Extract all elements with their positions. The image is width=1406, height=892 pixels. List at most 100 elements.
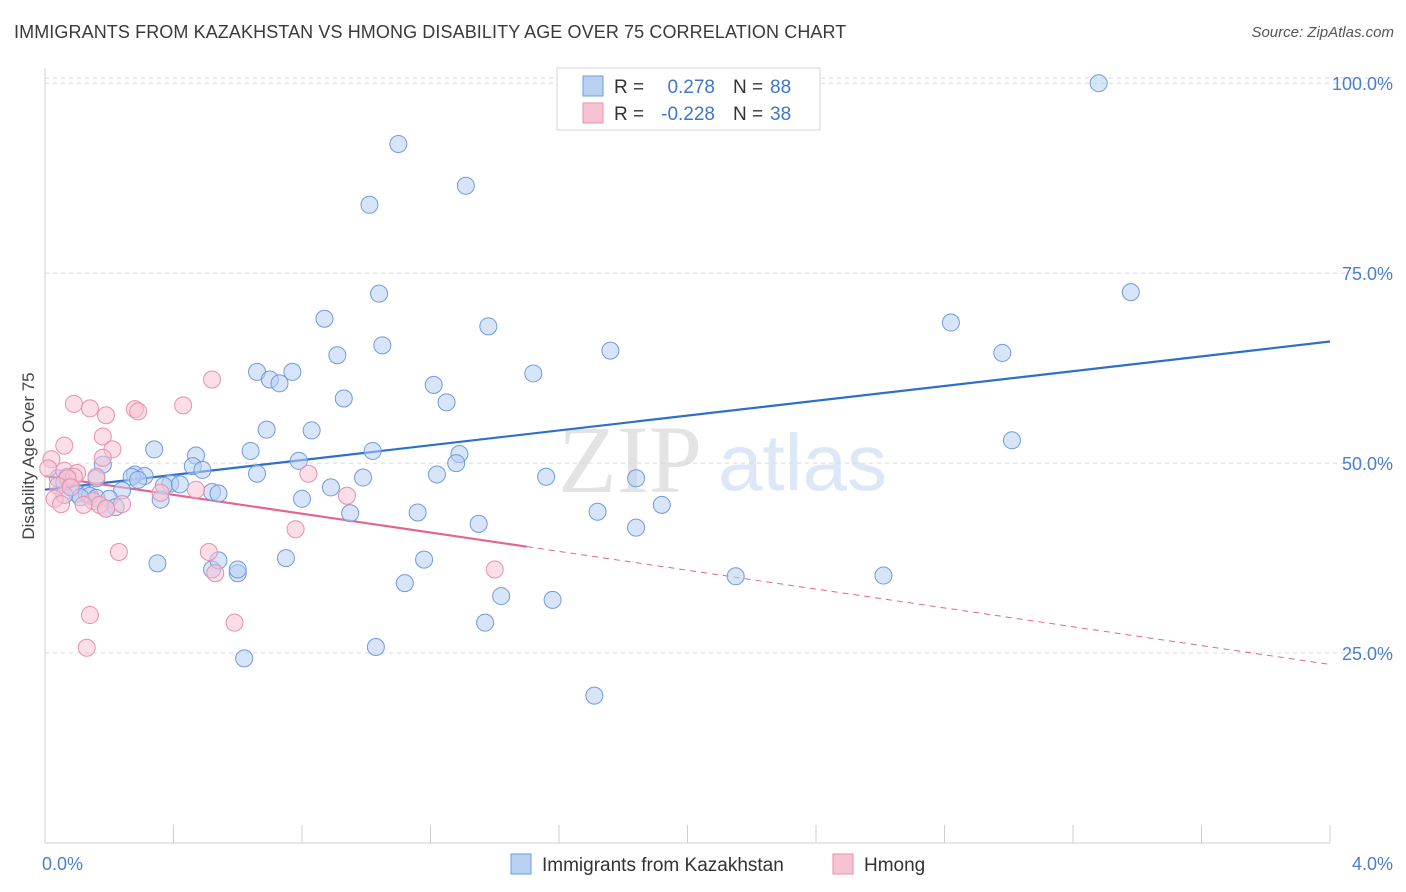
correlation-legend: R = 0.278 N = 88 R = -0.228 N = 38 (556, 67, 821, 131)
kazakhstan-point (293, 489, 311, 508)
kazakhstan-point (328, 346, 347, 365)
kazakhstan-point (627, 518, 646, 537)
hmong-point (109, 542, 128, 561)
series-legend-label-pink: Hmong (864, 855, 925, 876)
y-tick-label: 25.0% (1342, 644, 1393, 664)
kazakhstan-point (437, 393, 456, 412)
hmong-point (299, 464, 318, 483)
y-tick-label: 100.0% (1332, 74, 1393, 94)
legend-r-label: R = (614, 104, 644, 125)
hmong-point (337, 486, 356, 505)
hmong-trend-extension (526, 546, 1331, 665)
kazakhstan-point (1002, 431, 1021, 450)
kazakhstan-point (476, 613, 495, 632)
kazakhstan-point (209, 484, 228, 503)
kazakhstan-point (479, 317, 498, 336)
hmong-point (485, 560, 504, 579)
series-legend-swatch-pink (832, 853, 854, 875)
kazakhstan-point (395, 574, 414, 593)
hmong-point (286, 520, 305, 539)
kazakhstan-point (492, 587, 511, 606)
kazakhstan-point (1089, 74, 1108, 93)
legend-n-label: N = (733, 77, 763, 98)
chart-title: IMMIGRANTS FROM KAZAKHSTAN VS HMONG DISA… (14, 22, 847, 42)
kazakhstan-point (360, 195, 379, 214)
kazakhstan-point (228, 560, 247, 579)
kazakhstan-point (315, 309, 334, 328)
y-tick-label: 50.0% (1342, 454, 1393, 474)
series-legend: Immigrants from Kazakhstan Hmong (510, 853, 925, 876)
chart-source: Source: ZipAtlas.com (1251, 24, 1394, 41)
kazakhstan-point (276, 549, 295, 568)
kazakhstan-point (366, 637, 385, 656)
data-points (39, 74, 1140, 705)
kazakhstan-point (370, 284, 389, 303)
kazakhstan-point (447, 454, 466, 473)
watermark-atlas: atlas (718, 418, 887, 507)
hmong-point (39, 459, 58, 478)
kazakhstan-point (585, 686, 604, 705)
kazakhstan-point (469, 514, 488, 533)
hmong-point (186, 480, 205, 499)
kazakhstan-point (652, 495, 671, 514)
kazakhstan-point (424, 375, 443, 394)
legend-n-label: N = (733, 104, 763, 125)
kazakhstan-point (1121, 283, 1140, 302)
hmong-point (199, 542, 218, 561)
kazakhstan-point (373, 336, 392, 355)
legend-r-label: R = (614, 77, 644, 98)
kazakhstan-point (408, 503, 427, 522)
hmong-point (97, 406, 116, 425)
kazakhstan-point (993, 343, 1012, 362)
hmong-point (113, 495, 132, 514)
hmong-point (225, 613, 244, 632)
kazakhstan-point (270, 374, 289, 393)
kazakhstan-point (193, 460, 212, 479)
hmong-point (77, 638, 96, 657)
y-axis-label: Disability Age Over 75 (19, 372, 38, 539)
hmong-point (151, 483, 170, 502)
hmong-point (87, 467, 106, 486)
hmong-point (203, 370, 222, 389)
kazakhstan-point (543, 590, 562, 609)
kazakhstan-point (235, 649, 254, 668)
legend-n-value: 88 (770, 77, 791, 98)
kazakhstan-point (148, 554, 167, 573)
kazakhstan-point (456, 176, 475, 195)
legend-swatch-pink (582, 102, 604, 124)
series-legend-swatch-blue (510, 853, 532, 875)
kazakhstan-point (241, 441, 260, 460)
kazakhstan-point (283, 362, 302, 381)
hmong-point (206, 564, 225, 583)
hmong-point (174, 396, 193, 415)
kazakhstan-point (726, 567, 745, 586)
kazakhstan-point (129, 470, 148, 489)
x-tick-label: 4.0% (1352, 854, 1393, 874)
kazakhstan-point (874, 566, 893, 585)
kazakhstan-point (248, 464, 267, 483)
kazakhstan-point (334, 389, 353, 408)
hmong-point (64, 394, 83, 413)
kazakhstan-point (537, 467, 556, 486)
kazakhstan-point (363, 441, 382, 460)
kazakhstan-point (601, 341, 620, 360)
legend-swatch-blue (582, 75, 604, 97)
series-legend-label-blue: Immigrants from Kazakhstan (542, 855, 784, 876)
hmong-point (97, 499, 116, 518)
kazakhstan-point (145, 440, 164, 459)
grid-lines (45, 77, 1392, 654)
kazakhstan-point (588, 502, 607, 521)
kazakhstan-point (354, 468, 373, 487)
hmong-point (93, 427, 112, 446)
kazakhstan-point (302, 421, 321, 440)
kazakhstan-point (389, 134, 408, 153)
y-tick-label: 75.0% (1342, 264, 1393, 284)
hmong-point (80, 606, 99, 625)
hmong-point (52, 495, 71, 514)
kazakhstan-point (524, 364, 543, 383)
legend-n-value: 38 (770, 104, 791, 125)
watermark-zip: ZIP (558, 406, 702, 513)
kazakhstan-point (427, 465, 446, 484)
kazakhstan-point (289, 451, 308, 470)
